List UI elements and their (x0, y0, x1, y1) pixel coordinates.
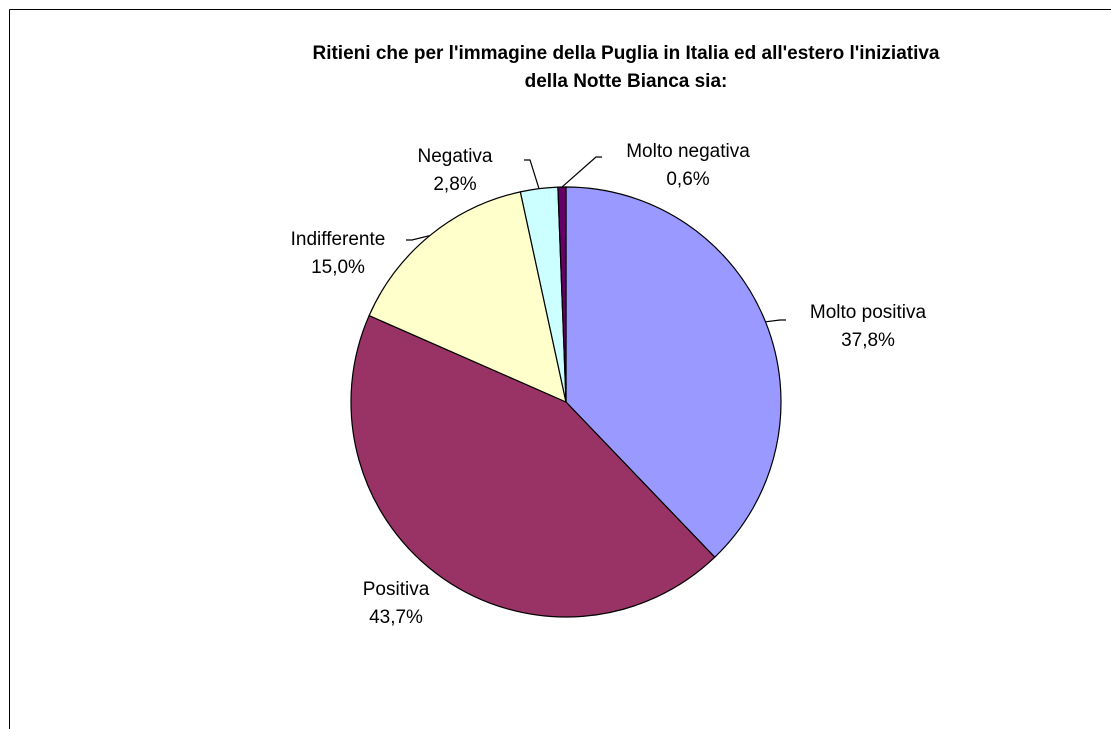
chart-title: Ritieni che per l'immagine della Puglia … (312, 43, 939, 64)
pie-slice (557, 186, 567, 403)
chart-title: della Notte Bianca sia: (525, 71, 728, 92)
slice-label: Indifferente (291, 229, 386, 250)
slice-label: Negativa (418, 146, 493, 167)
leader-line (524, 159, 540, 189)
slice-value: 15,0% (311, 257, 365, 278)
pie-slice (368, 191, 567, 404)
leader-line (561, 156, 602, 188)
leader-line (765, 319, 786, 323)
slice-label: Molto positiva (810, 302, 927, 323)
slice-value: 37,8% (841, 330, 895, 351)
slice-label: Molto negativa (626, 141, 750, 162)
leader-line (406, 234, 431, 241)
slice-value: 2,8% (433, 174, 476, 195)
slice-value: 43,7% (369, 607, 423, 628)
pie-slice (350, 314, 716, 618)
slice-label: Positiva (363, 579, 430, 600)
slice-value: 0,6% (666, 169, 709, 190)
